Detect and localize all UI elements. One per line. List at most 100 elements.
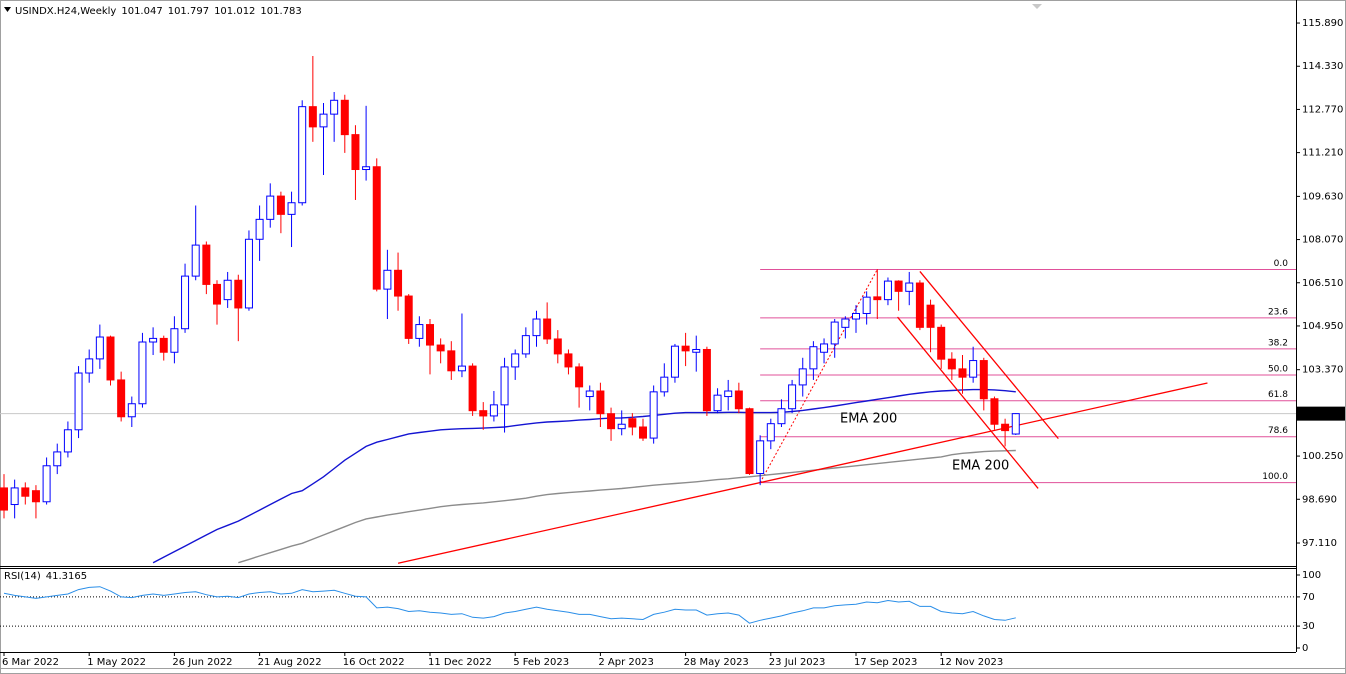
rsi-header: RSI(14) 41.3165 <box>4 571 87 582</box>
candle-body <box>521 335 530 355</box>
candle-body <box>553 338 562 355</box>
candle-body <box>894 280 903 292</box>
rsi-title: RSI(14) <box>4 571 41 582</box>
axes: 115.890 114.330 112.770 111.210 109.630 108.0… <box>2 18 1345 668</box>
x-tick-label: 28 May 2023 <box>684 657 749 668</box>
candle-body <box>457 365 466 372</box>
candle-body <box>1001 423 1010 432</box>
header-close: 101.783 <box>260 6 301 17</box>
candle-body <box>852 312 860 320</box>
fib-level-label: 23.6 <box>1268 307 1288 317</box>
candle-body <box>74 372 83 431</box>
candle-body <box>191 244 200 277</box>
candle-body <box>53 451 62 467</box>
candle-body <box>756 440 765 475</box>
candle-body <box>266 195 275 220</box>
candle-body <box>244 238 253 309</box>
ema-line <box>152 388 1016 564</box>
candle-body <box>564 353 573 368</box>
y-tick-label: 0 <box>1302 643 1308 654</box>
x-tick-label: 11 Dec 2022 <box>428 657 492 668</box>
header-high: 101.797 <box>168 6 209 17</box>
candle-body <box>213 283 221 305</box>
candle-body <box>926 304 935 328</box>
fib-anchor <box>759 269 878 483</box>
candle-body <box>607 413 616 430</box>
candle-body <box>10 487 19 506</box>
fib-level-label: 100.0 <box>1262 472 1288 482</box>
candle-body <box>447 350 456 372</box>
candle-body <box>298 106 307 204</box>
candle-body <box>63 429 72 453</box>
candle-body <box>883 280 892 301</box>
x-tick-label: 21 Aug 2022 <box>258 657 322 668</box>
header-open: 101.047 <box>121 6 162 17</box>
y-tick-label: 115.890 <box>1302 18 1343 29</box>
candle-body <box>990 398 999 425</box>
x-tick-label: 12 Nov 2023 <box>939 657 1003 668</box>
candle-body <box>255 218 264 240</box>
candle-body <box>660 376 669 393</box>
candle-body <box>969 360 978 378</box>
candle-body <box>788 384 797 410</box>
fib-level-label: 50.0 <box>1268 364 1288 374</box>
chart-title: USINDX.H24,Weekly <box>15 6 116 17</box>
candle-body <box>287 202 296 215</box>
candle-body <box>692 348 701 353</box>
candle-body <box>351 134 360 171</box>
y-tick-label: 97.110 <box>1302 538 1337 549</box>
menu-triangle[interactable] <box>4 7 11 12</box>
candle-body <box>138 341 147 405</box>
candle-body <box>937 326 946 360</box>
candle-body <box>149 337 158 343</box>
y-tick-label: 30 <box>1302 621 1315 632</box>
y-tick-label: 100 <box>1302 570 1321 581</box>
fib-level-label: 38.2 <box>1268 338 1288 348</box>
candle-body <box>681 345 690 352</box>
candle-body <box>0 487 8 511</box>
candle-body <box>617 423 626 430</box>
candle-body <box>319 113 328 128</box>
candle-body <box>670 345 679 378</box>
candle-body <box>724 390 733 398</box>
chart-header: USINDX.H24,Weekly 101.047 101.797 101.012 10… <box>15 6 302 17</box>
candle-body <box>426 324 434 346</box>
rsi-current: 41.3165 <box>46 571 87 582</box>
candle-body <box>830 321 839 345</box>
y-tick-label: 111.210 <box>1302 148 1343 159</box>
y-tick-label: 106.510 <box>1302 278 1343 289</box>
ema-line <box>238 449 1016 564</box>
candle-body <box>372 166 381 290</box>
shift-marker[interactable] <box>1032 4 1042 9</box>
x-tick-label: 23 Jul 2023 <box>769 657 826 668</box>
trendline <box>897 316 1039 489</box>
y-tick-label: 114.330 <box>1302 61 1343 72</box>
candle-body <box>106 336 115 381</box>
candle-body <box>127 403 136 418</box>
candle-body <box>31 490 40 503</box>
ema-label: EMA 200 <box>840 412 897 427</box>
candle-body <box>42 465 51 503</box>
candle-body <box>159 337 168 353</box>
candle-body <box>170 328 179 353</box>
candle-body <box>575 366 584 388</box>
candle-body <box>585 390 594 398</box>
candle-body <box>362 166 371 171</box>
candle-body <box>1011 413 1020 435</box>
candle-body <box>639 426 647 439</box>
candle-body <box>21 487 30 497</box>
candle-body <box>479 410 488 417</box>
candle-body <box>596 390 605 415</box>
candle-body <box>489 404 498 417</box>
candle-body <box>532 318 541 337</box>
current-price-box <box>1297 406 1345 421</box>
fib-level-label: 61.8 <box>1268 390 1288 400</box>
y-tick-label: 112.770 <box>1302 104 1343 115</box>
candle-body <box>468 365 477 412</box>
trendline <box>397 382 1208 564</box>
y-tick-label: 100.250 <box>1302 451 1343 462</box>
candle-body <box>809 346 818 370</box>
x-tick-label: 16 Oct 2022 <box>343 657 405 668</box>
candle-body <box>500 366 509 406</box>
